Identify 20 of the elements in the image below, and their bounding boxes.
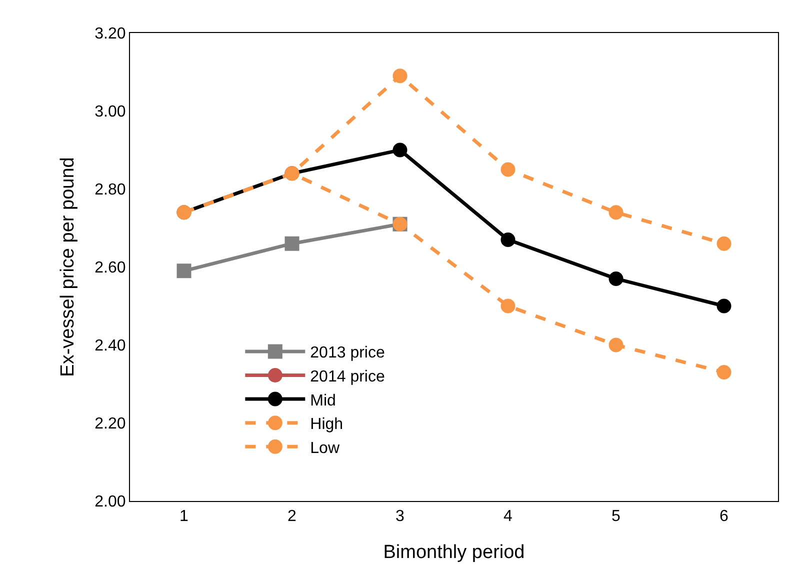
x-tick-label: 4 [504,508,513,526]
x-axis-title: Bimonthly period [383,542,525,563]
y-tick-label: 2.80 [94,182,126,199]
legend-label: 2014 price [310,368,385,386]
x-tick-label: 1 [180,508,189,526]
y-tick-label: 2.20 [94,416,126,433]
y-tick-label: 2.00 [94,494,126,511]
y-tick-label: 3.00 [94,104,126,121]
legend-label: 2013 price [310,344,385,362]
y-tick-label: 3.20 [94,26,126,43]
x-tick-label: 6 [720,508,729,526]
legend-label: High [310,416,344,434]
legend-label: Mid [310,392,336,410]
legend-label: Low [310,440,340,457]
y-tick-label: 2.60 [94,260,126,277]
x-tick-label: 2 [288,508,297,526]
x-tick-label: 3 [396,508,405,526]
y-axis-title: Ex-vessel price per pound [58,157,79,377]
x-tick-label: 5 [612,508,621,526]
y-tick-label: 2.40 [94,338,126,355]
